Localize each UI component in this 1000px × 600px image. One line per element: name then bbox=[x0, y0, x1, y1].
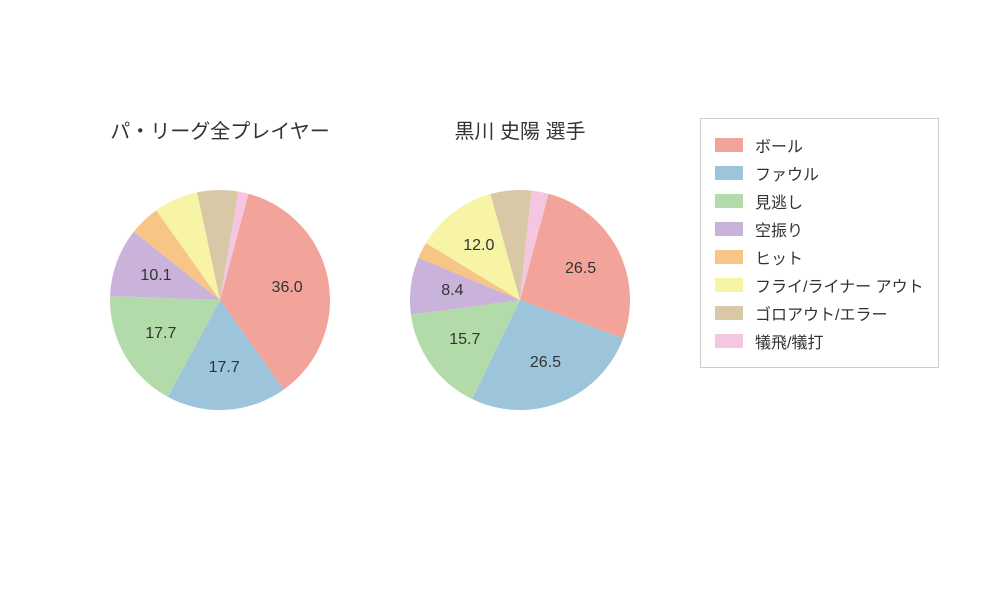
pie-chart-right: 26.5 26.5 15.7 8.4 12.0 bbox=[410, 190, 630, 410]
legend-item: 空振り bbox=[715, 217, 924, 241]
legend-item: フライ/ライナー アウト bbox=[715, 273, 924, 297]
pie-slice-label: 10.1 bbox=[140, 267, 171, 285]
pie-slice-label: 17.7 bbox=[209, 359, 240, 377]
legend-label: 空振り bbox=[755, 217, 803, 241]
chart-container: パ・リーグ全プレイヤー 黒川 史陽 選手 36.0 17.7 17.7 10.1 26… bbox=[0, 0, 1000, 600]
pie-slice-label: 15.7 bbox=[449, 331, 480, 349]
legend-swatch bbox=[715, 166, 743, 180]
pie-slice-label: 26.5 bbox=[565, 260, 596, 278]
legend-swatch bbox=[715, 222, 743, 236]
legend-swatch bbox=[715, 250, 743, 264]
legend-item: ファウル bbox=[715, 161, 924, 185]
pie-slice-label: 17.7 bbox=[145, 325, 176, 343]
pie-slice-label: 36.0 bbox=[272, 279, 303, 297]
pie-title-left: パ・リーグ全プレイヤー bbox=[80, 115, 360, 144]
pie-chart-left: 36.0 17.7 17.7 10.1 bbox=[110, 190, 330, 410]
legend-label: ファウル bbox=[755, 161, 819, 185]
pie-title-right: 黒川 史陽 選手 bbox=[380, 115, 660, 144]
legend-swatch bbox=[715, 278, 743, 292]
legend: ボールファウル見逃し空振りヒットフライ/ライナー アウトゴロアウト/エラー犠飛/… bbox=[700, 118, 939, 368]
legend-label: ボール bbox=[755, 133, 803, 157]
legend-label: ヒット bbox=[755, 245, 803, 269]
legend-label: 見逃し bbox=[755, 189, 803, 213]
legend-label: 犠飛/犠打 bbox=[755, 329, 823, 353]
legend-item: ボール bbox=[715, 133, 924, 157]
pie-slice-label: 12.0 bbox=[463, 237, 494, 255]
legend-swatch bbox=[715, 306, 743, 320]
legend-item: ゴロアウト/エラー bbox=[715, 301, 924, 325]
legend-swatch bbox=[715, 138, 743, 152]
pie-slice-label: 26.5 bbox=[530, 354, 561, 372]
legend-item: 犠飛/犠打 bbox=[715, 329, 924, 353]
legend-item: 見逃し bbox=[715, 189, 924, 213]
pie-slice-label: 8.4 bbox=[441, 282, 463, 300]
legend-item: ヒット bbox=[715, 245, 924, 269]
legend-label: ゴロアウト/エラー bbox=[755, 301, 887, 325]
legend-label: フライ/ライナー アウト bbox=[755, 273, 924, 297]
legend-swatch bbox=[715, 334, 743, 348]
legend-swatch bbox=[715, 194, 743, 208]
